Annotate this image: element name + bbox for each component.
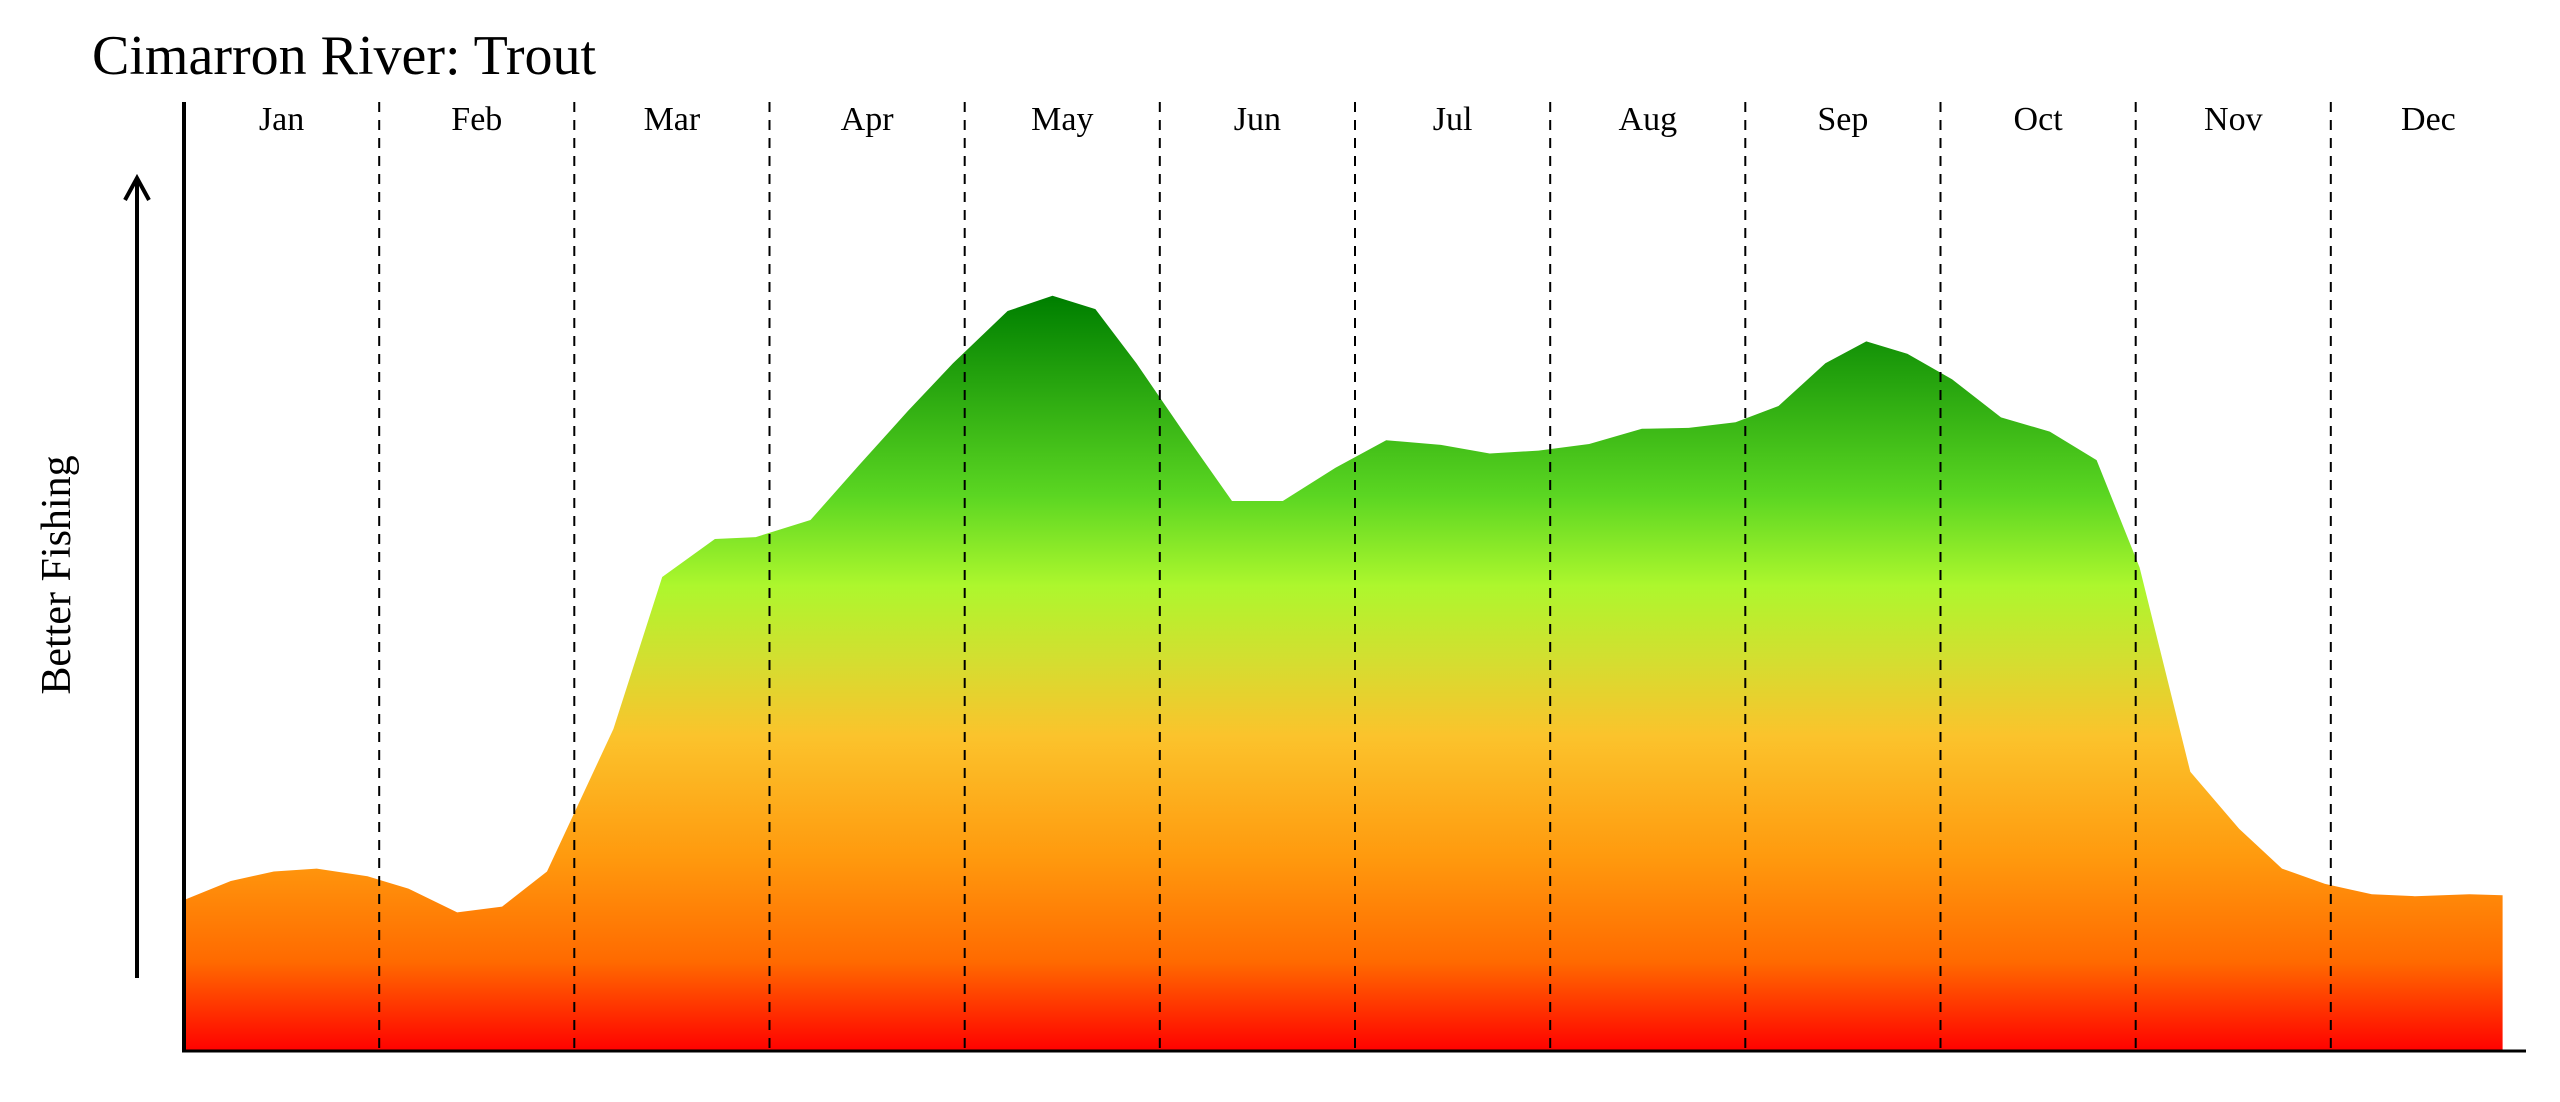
month-label-jan: Jan [259, 101, 304, 138]
month-label-dec: Dec [2401, 101, 2456, 138]
month-label-oct: Oct [2014, 101, 2064, 138]
month-label-jun: Jun [1234, 101, 1281, 138]
y-axis-label: Better Fishing [34, 455, 80, 694]
month-labels: Jan Feb Mar Apr May Jun Jul Aug Sep Oct Nov Dec [259, 101, 2456, 138]
month-label-jul: Jul [1433, 101, 1473, 138]
month-gridlines [378, 102, 2332, 1052]
month-label-mar: Mar [644, 101, 701, 138]
fishing-quality-area [184, 295, 2503, 1052]
area-layer [184, 295, 2503, 1052]
month-label-nov: Nov [2204, 101, 2263, 138]
month-label-apr: Apr [841, 101, 895, 138]
chart-title: Cimarron River: Trout [92, 25, 596, 87]
better-fishing-arrow [123, 173, 151, 978]
month-label-feb: Feb [451, 101, 502, 138]
month-label-sep: Sep [1817, 101, 1868, 138]
month-label-may: May [1031, 101, 1093, 138]
month-label-aug: Aug [1619, 101, 1678, 138]
